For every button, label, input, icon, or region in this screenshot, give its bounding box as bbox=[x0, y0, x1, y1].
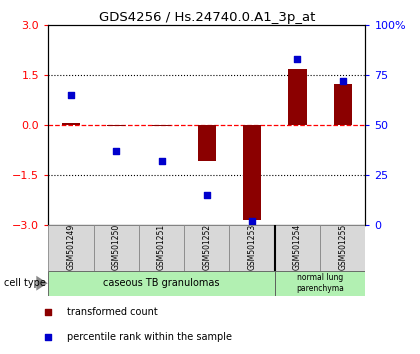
Point bbox=[45, 309, 52, 315]
Bar bbox=[48, 271, 275, 296]
Point bbox=[45, 334, 52, 340]
Bar bbox=[48, 225, 94, 271]
Text: GSM501255: GSM501255 bbox=[338, 224, 347, 270]
Text: normal lung
parenchyma: normal lung parenchyma bbox=[296, 274, 344, 293]
Polygon shape bbox=[37, 276, 48, 291]
Text: percentile rank within the sample: percentile rank within the sample bbox=[67, 332, 232, 342]
Bar bbox=[94, 225, 139, 271]
Point bbox=[68, 92, 74, 98]
Title: GDS4256 / Hs.24740.0.A1_3p_at: GDS4256 / Hs.24740.0.A1_3p_at bbox=[99, 11, 315, 24]
Bar bbox=[275, 271, 365, 296]
Bar bbox=[243, 125, 261, 220]
Point bbox=[158, 158, 165, 164]
Point bbox=[203, 192, 210, 198]
Text: GSM501251: GSM501251 bbox=[157, 224, 166, 270]
Point bbox=[113, 148, 120, 154]
Bar bbox=[333, 84, 352, 125]
Point bbox=[294, 56, 301, 62]
Bar bbox=[139, 225, 184, 271]
Bar bbox=[198, 125, 216, 161]
Bar bbox=[184, 225, 229, 271]
Bar bbox=[62, 123, 80, 125]
Point bbox=[249, 218, 255, 224]
Text: GSM501252: GSM501252 bbox=[202, 224, 211, 270]
Text: transformed count: transformed count bbox=[67, 307, 158, 317]
Text: GSM501249: GSM501249 bbox=[66, 224, 76, 270]
Bar bbox=[229, 225, 275, 271]
Bar bbox=[107, 125, 125, 126]
Text: cell type: cell type bbox=[4, 278, 46, 288]
Point bbox=[339, 78, 346, 84]
Text: GSM501250: GSM501250 bbox=[112, 224, 121, 270]
Bar bbox=[320, 225, 365, 271]
Text: GSM501253: GSM501253 bbox=[248, 224, 257, 270]
Bar bbox=[152, 125, 171, 126]
Bar bbox=[289, 69, 307, 125]
Text: GSM501254: GSM501254 bbox=[293, 224, 302, 270]
Text: caseous TB granulomas: caseous TB granulomas bbox=[103, 278, 220, 288]
Bar bbox=[275, 225, 320, 271]
